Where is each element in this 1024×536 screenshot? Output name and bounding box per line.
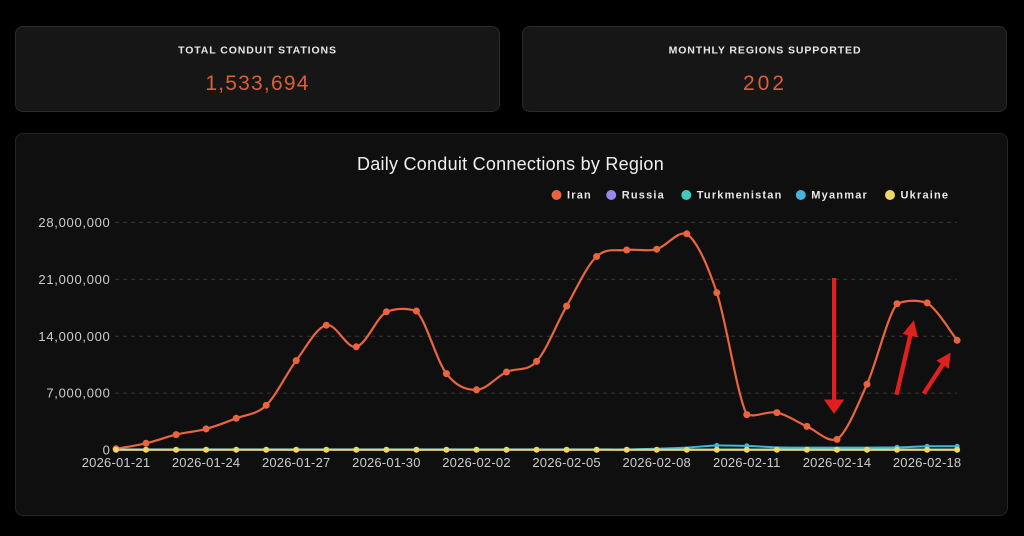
- svg-text:1,533,694: 1,533,694: [205, 72, 309, 95]
- svg-text:2026-01-30: 2026-01-30: [352, 455, 421, 470]
- svg-text:28,000,000: 28,000,000: [38, 215, 110, 230]
- svg-text:Russia: Russia: [622, 189, 665, 201]
- svg-text:21,000,000: 21,000,000: [38, 272, 110, 287]
- svg-text:2026-01-21: 2026-01-21: [82, 455, 151, 470]
- svg-text:0: 0: [103, 443, 111, 458]
- svg-text:Daily Conduit Connections by R: Daily Conduit Connections by Region: [357, 154, 664, 174]
- svg-text:TOTAL CONDUIT STATIONS: TOTAL CONDUIT STATIONS: [178, 45, 337, 57]
- svg-text:2026-02-14: 2026-02-14: [803, 455, 872, 470]
- svg-text:2026-02-02: 2026-02-02: [442, 455, 511, 470]
- svg-text:2026-01-24: 2026-01-24: [172, 455, 241, 470]
- svg-text:MONTHLY REGIONS SUPPORTED: MONTHLY REGIONS SUPPORTED: [669, 45, 862, 57]
- svg-text:2026-01-27: 2026-01-27: [262, 455, 331, 470]
- svg-text:Ukraine: Ukraine: [901, 189, 950, 201]
- svg-text:2026-02-18: 2026-02-18: [893, 455, 962, 470]
- svg-text:Myanmar: Myanmar: [811, 189, 868, 201]
- svg-text:2026-02-08: 2026-02-08: [622, 455, 691, 470]
- svg-text:2026-02-05: 2026-02-05: [532, 455, 601, 470]
- svg-text:14,000,000: 14,000,000: [38, 329, 110, 344]
- svg-text:Iran: Iran: [567, 189, 592, 201]
- svg-text:Turkmenistan: Turkmenistan: [697, 189, 783, 201]
- svg-text:2026-02-11: 2026-02-11: [713, 455, 781, 470]
- svg-text:7,000,000: 7,000,000: [46, 386, 110, 401]
- svg-text:202: 202: [743, 72, 787, 95]
